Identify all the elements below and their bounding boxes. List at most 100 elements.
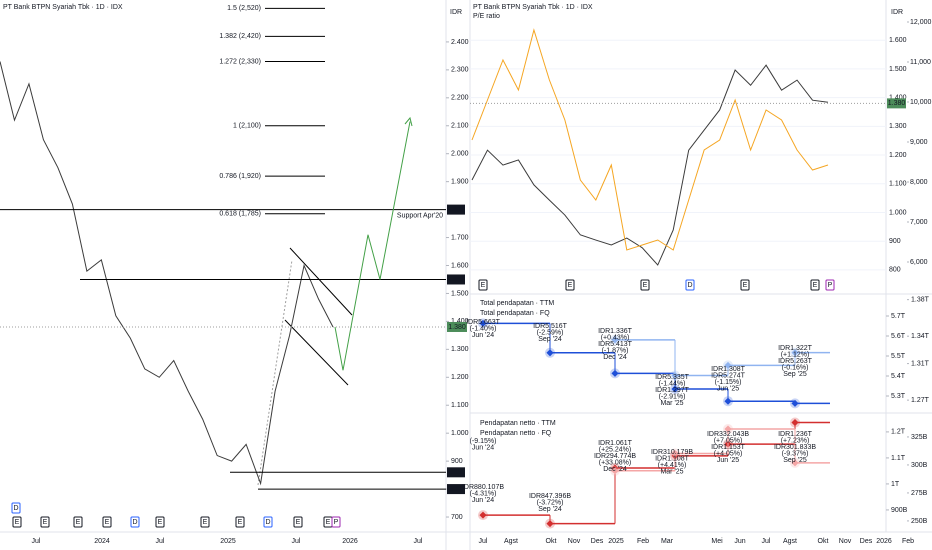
event-marker	[73, 516, 83, 528]
event-marker	[331, 516, 341, 528]
y2-tick-label: 1.31T	[911, 360, 930, 367]
x-tick-label: Jul	[414, 538, 423, 545]
event-marker	[102, 516, 112, 528]
event-marker	[640, 279, 650, 291]
x-tick-label: Jun	[734, 538, 745, 545]
y-tick-label: 700	[451, 514, 463, 521]
annotation: IDR1.061T	[598, 440, 633, 447]
fib-label: 0.786 (1,920)	[219, 173, 261, 180]
price-box-label: 1.380	[448, 324, 466, 331]
annotation: Mar '25	[660, 400, 683, 407]
y-tick-label: 5.6T	[891, 333, 906, 340]
annotation: (+33.08%)	[599, 459, 632, 466]
legend: Pendapatan netto · TTM	[480, 420, 556, 427]
annotation: Jun '25	[717, 457, 739, 464]
price-box-label: 860	[450, 469, 462, 476]
y-tick-label: 5.4T	[891, 373, 906, 380]
annotation: IDR5.263T	[778, 358, 813, 365]
data-point	[724, 425, 732, 433]
data-point	[671, 450, 679, 458]
legend: Total pendapatan · FQ	[480, 310, 550, 317]
event-marker	[825, 279, 835, 291]
price-box-label: 1.550	[447, 276, 465, 283]
event-marker-label: D	[265, 519, 270, 526]
legend: Pendapatan netto · FQ	[480, 430, 552, 437]
y2-tick-label: 12,000	[910, 19, 932, 26]
y-tick-label: 2.300	[451, 67, 469, 74]
y-tick-label: 1.000	[451, 430, 469, 437]
annotation: IDR332.043B	[707, 431, 749, 438]
event-marker	[740, 279, 750, 291]
y-tick-label: 1.1T	[891, 455, 906, 462]
price-line	[471, 64, 829, 266]
y-tick-label: 1.300	[889, 123, 907, 130]
annotation: Sep '24	[538, 506, 562, 513]
y2-tick-label: 1.34T	[911, 333, 930, 340]
annotation: IDR301.833B	[774, 444, 816, 451]
event-marker-label: E	[15, 519, 20, 526]
fib-label: 1.382 (2,420)	[219, 33, 261, 40]
y-tick-label: 5.5T	[891, 353, 906, 360]
event-marker-label: E	[105, 519, 110, 526]
y2-tick-label: 1.27T	[911, 397, 930, 404]
price-box	[447, 467, 465, 478]
x-tick-label: Mei	[711, 538, 723, 545]
price-box-label: 1.380	[888, 100, 906, 107]
arrow-head	[404, 116, 413, 127]
annotation: Jun '24	[472, 332, 494, 339]
annotation: Sep '25	[783, 371, 807, 378]
x-tick-label: 2024	[94, 538, 110, 545]
event-marker-label: D	[13, 505, 18, 512]
data-point	[671, 385, 679, 393]
y-tick-label: 1.600	[889, 37, 907, 44]
event-marker-label: E	[481, 282, 486, 289]
annotation: Mar '25	[660, 468, 683, 475]
x-tick-label: Jul	[156, 538, 165, 545]
annotation: Dec '24	[603, 466, 627, 473]
event-marker	[155, 516, 165, 528]
annotation: IDR5.274T	[711, 372, 746, 379]
y2-tick-label: 275B	[911, 490, 928, 497]
pe-line	[471, 28, 829, 251]
annotation: IDR847.396B	[529, 493, 571, 500]
event-marker	[40, 516, 50, 528]
event-marker	[235, 516, 245, 528]
left-title: PT Bank BTPN Syariah Tbk · 1D · IDX	[3, 4, 123, 11]
annotation: (-1.44%)	[659, 380, 686, 387]
event-marker	[293, 516, 303, 528]
data-point	[791, 399, 799, 407]
data-point	[611, 369, 619, 377]
x-tick-label: Nov	[839, 538, 852, 545]
event-marker-label: E	[238, 519, 243, 526]
y-tick-label: 1.000	[889, 209, 907, 216]
price-box-label: 1.800	[447, 206, 465, 213]
annotation: IDR5.663T	[466, 319, 501, 326]
event-marker	[12, 516, 22, 528]
data-point	[671, 371, 679, 380]
event-marker-label: E	[643, 282, 648, 289]
annotation: IDR1.153T	[711, 444, 746, 451]
annotation: Dec '24	[603, 354, 627, 361]
data-point	[724, 397, 732, 405]
x-tick-label: Jul	[479, 538, 488, 545]
event-marker-label: E	[43, 519, 48, 526]
x-tick-label: Feb	[637, 538, 649, 545]
fib-label: 1.272 (2,330)	[219, 58, 261, 65]
data-point	[791, 459, 799, 467]
x-tick-label: 2025	[608, 538, 624, 545]
y-tick-label: 1.900	[451, 179, 469, 186]
x-tick-label: Jul	[762, 538, 771, 545]
legend: Total pendapatan · TTM	[480, 300, 554, 307]
event-marker	[810, 279, 820, 291]
data-point	[724, 361, 732, 369]
annotation: IDR1.236T	[778, 431, 813, 438]
y-tick-label: 1.100	[451, 402, 469, 409]
y2-tick-label: 300B	[911, 462, 928, 469]
annotation: IDR1.322T	[778, 345, 813, 352]
y-tick-label: 5.7T	[891, 313, 906, 320]
annotation: IDR880.107B	[462, 484, 504, 491]
annotation: (-0.16%)	[782, 364, 809, 371]
